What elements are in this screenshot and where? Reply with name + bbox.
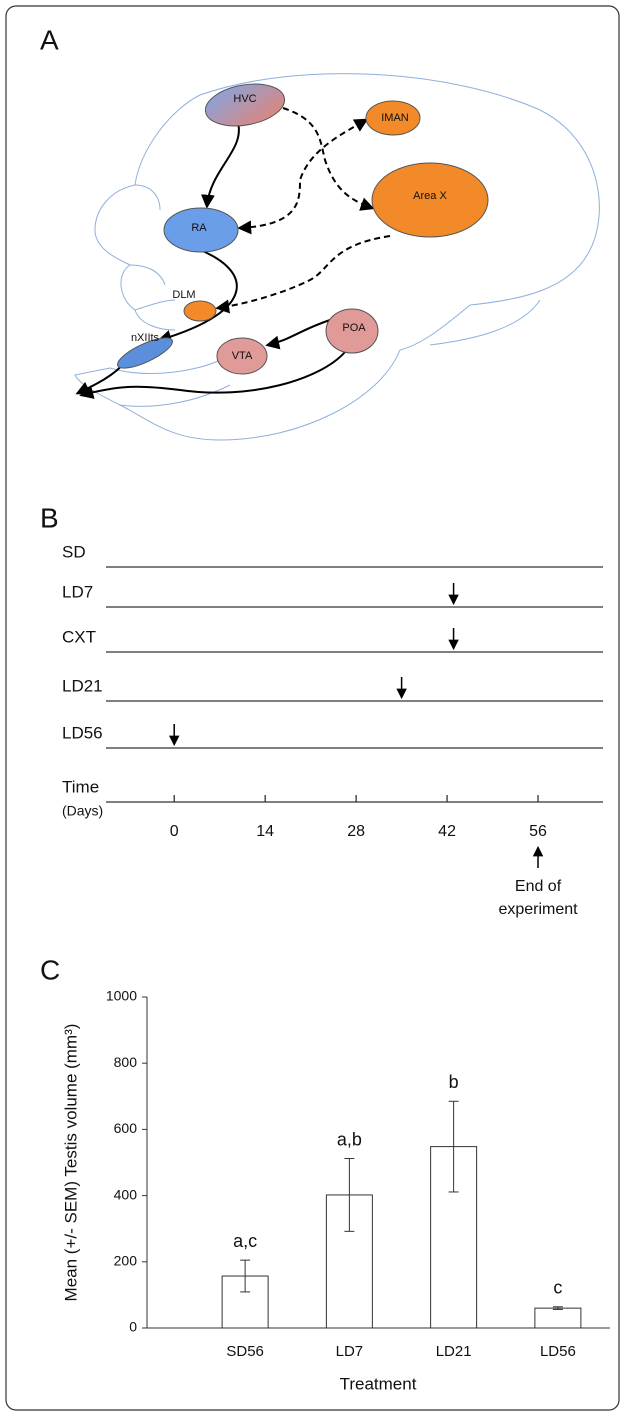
panel-label: C [40,954,60,985]
x-tick-label: LD7 [336,1343,364,1360]
node [325,308,379,354]
y-tick-label: 800 [114,1054,138,1070]
node [371,162,489,238]
x-tick-label: LD21 [436,1343,472,1360]
tick-label: 28 [347,823,365,840]
x-tick-label: LD56 [540,1343,576,1360]
row-label: CXT [62,627,96,646]
significance-label: b [449,1072,459,1092]
node-label: RA [191,222,207,234]
y-tick-label: 1000 [106,988,137,1004]
node [183,300,217,322]
tick-label: 0 [170,823,179,840]
node [117,337,173,369]
significance-label: c [553,1278,562,1298]
significance-label: a,b [337,1129,362,1149]
brain-outline [74,73,600,441]
axis-unit: (Days) [62,803,103,819]
row-label: LD21 [62,676,103,695]
x-tick-label: SD56 [226,1343,264,1360]
row-label: SD [62,542,86,561]
node-label: VTA [232,350,253,362]
node [216,337,268,375]
tick-label: 42 [438,823,456,840]
bar [534,1307,582,1329]
row-label: LD7 [62,582,93,601]
annotation: experiment [498,901,578,918]
node-label: Area X [413,190,447,202]
node-label: IMAN [381,112,409,124]
diagram-nodes: HVC IMAN Area X RA DLM nXIIts VTA POA [117,83,489,375]
y-axis-label: Mean (+/- SEM) Testis volume (mm³) [61,1024,80,1302]
row-label: LD56 [62,723,103,742]
panel-label: B [40,502,59,533]
node-label: HVC [233,93,256,105]
axis-label: Time [62,777,99,796]
y-tick-label: 600 [114,1120,138,1136]
node [163,207,239,253]
tick-label: 14 [256,823,274,840]
y-tick-label: 400 [114,1186,138,1202]
annotation: End of [515,878,562,895]
node [204,83,286,127]
frame [5,5,620,1411]
y-tick-label: 200 [114,1253,138,1269]
node [365,100,421,136]
node-label: nXIIts [131,332,160,344]
node-label: POA [342,322,366,334]
x-axis-label: Treatment [340,1374,417,1393]
dashed-connections [215,107,391,314]
tick-label: 56 [529,823,547,840]
significance-label: a,c [233,1231,257,1251]
node-label: DLM [172,289,195,301]
y-tick-label: 0 [129,1319,137,1335]
panel-label: A [40,24,59,55]
